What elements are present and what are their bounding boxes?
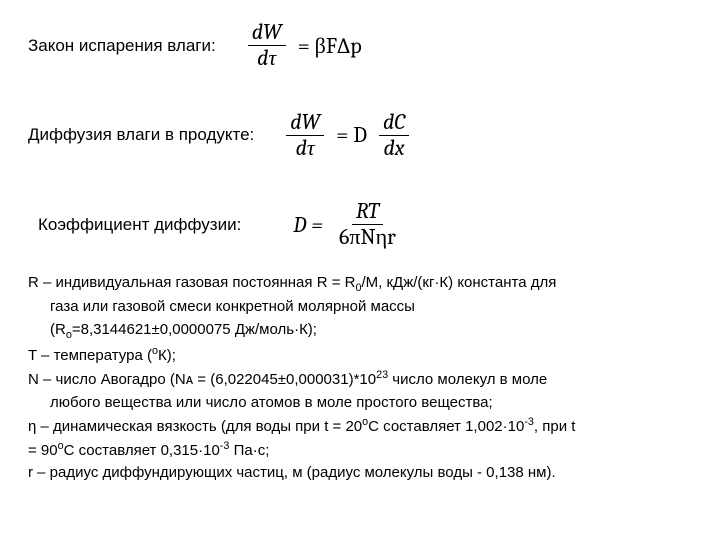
eq2-den2: dx — [380, 136, 409, 161]
eq3-num: RT — [352, 199, 383, 225]
def-n-line2: любого вещества или число атомов в моле … — [28, 393, 692, 413]
def-r-line1: R – индивидуальная газовая постоянная R … — [28, 273, 692, 296]
eq1-num: dW — [248, 20, 286, 46]
slide: Закон испарения влаги: dW dτ = βF∆p Дифф… — [0, 0, 720, 540]
def-r-line2: газа или газовой смеси конкретной молярн… — [28, 297, 692, 317]
eq2-num2: dC — [379, 110, 409, 136]
label-diffusion: Диффузия влаги в продукте: — [28, 125, 254, 145]
eq2-num1: dW — [286, 110, 324, 136]
row-coeff: Коэффициент диффузии: D = RT 6πNηr — [28, 199, 692, 251]
eq1-rhs: = βF∆p — [298, 33, 362, 59]
row-evaporation: Закон испарения влаги: dW dτ = βF∆p — [28, 20, 692, 72]
def-eta-line2: = 90oC составляет 0,315·10-3 Па·с; — [28, 439, 692, 461]
eq2-den1: dτ — [292, 136, 319, 161]
frac-dc-dx: dC dx — [379, 110, 409, 162]
label-evaporation: Закон испарения влаги: — [28, 36, 216, 56]
frac-rt-6pinr: RT 6πNηr — [335, 199, 400, 251]
def-eta-line1: η – динамическая вязкость (для воды при … — [28, 415, 692, 437]
definitions: R – индивидуальная газовая постоянная R … — [28, 273, 692, 484]
eq3-lhs: D = — [293, 212, 323, 238]
eq-diffusion: dW dτ = D dC dx — [282, 110, 413, 162]
frac-dw-dtau-2: dW dτ — [286, 110, 324, 162]
row-diffusion: Диффузия влаги в продукте: dW dτ = D dC … — [28, 110, 692, 162]
eq3-den: 6πNηr — [335, 225, 400, 250]
def-r-line3: (Ro=8,3144621±0,0000075 Дж/моль·К); — [28, 320, 692, 343]
frac-dw-dtau-1: dW dτ — [248, 20, 286, 72]
def-n-line1: N – число Авогадро (Nᴀ = (6,022045±0,000… — [28, 368, 692, 390]
eq-evaporation: dW dτ = βF∆p — [244, 20, 370, 72]
def-radius: r – радиус диффундирующих частиц, м (рад… — [28, 463, 692, 483]
label-coeff: Коэффициент диффузии: — [38, 215, 241, 235]
eq-coeff: D = RT 6πNηr — [293, 199, 404, 251]
def-t: T – температура (oК); — [28, 344, 692, 366]
eq2-mid: = D — [336, 122, 367, 148]
eq1-den: dτ — [253, 46, 280, 71]
